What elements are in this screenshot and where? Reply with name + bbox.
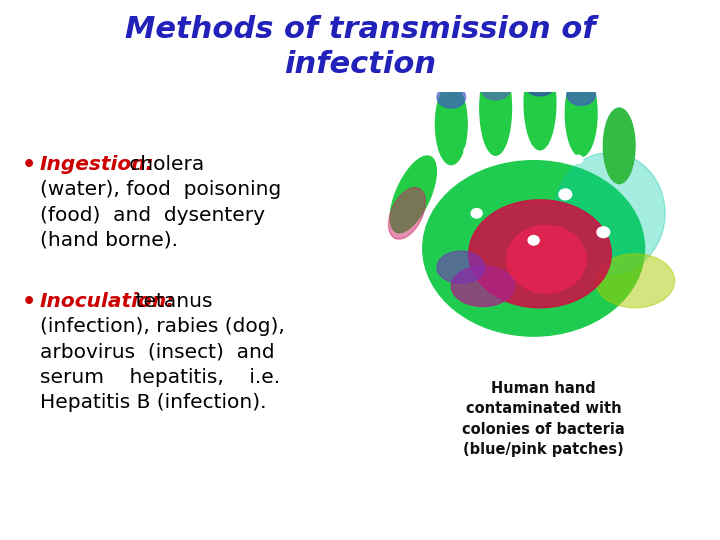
Ellipse shape	[597, 227, 610, 238]
Text: Ingestion:: Ingestion:	[40, 155, 155, 174]
Ellipse shape	[524, 56, 556, 150]
Ellipse shape	[480, 60, 511, 156]
Ellipse shape	[464, 146, 477, 157]
Ellipse shape	[573, 155, 582, 163]
Ellipse shape	[526, 77, 554, 96]
Ellipse shape	[471, 208, 482, 218]
Text: Inoculation:: Inoculation:	[40, 292, 175, 311]
Ellipse shape	[436, 84, 467, 165]
Ellipse shape	[482, 78, 510, 100]
Text: cholera
(water), food  poisoning
(food)  and  dysentery
(hand borne).: cholera (water), food poisoning (food) a…	[40, 155, 282, 250]
Ellipse shape	[554, 152, 665, 274]
Ellipse shape	[565, 70, 597, 157]
Ellipse shape	[389, 187, 426, 239]
Ellipse shape	[390, 156, 436, 233]
Text: Human hand
contaminated with
colonies of bacteria
(blue/pink patches): Human hand contaminated with colonies of…	[462, 381, 625, 457]
Ellipse shape	[469, 200, 611, 308]
Ellipse shape	[559, 189, 572, 200]
Text: Methods of transmission of
infection: Methods of transmission of infection	[125, 15, 595, 79]
Ellipse shape	[595, 254, 675, 308]
Ellipse shape	[437, 251, 485, 284]
Ellipse shape	[509, 136, 520, 145]
Ellipse shape	[437, 86, 466, 108]
Text: •: •	[22, 155, 36, 175]
Ellipse shape	[528, 235, 539, 245]
Ellipse shape	[507, 226, 586, 293]
Text: tetanus
(infection), rabies (dog),
arbovirus  (insect)  and
serum    hepatitis, : tetanus (infection), rabies (dog), arbov…	[40, 292, 285, 412]
Ellipse shape	[567, 84, 595, 105]
Ellipse shape	[423, 160, 644, 336]
Text: •: •	[22, 292, 36, 312]
Ellipse shape	[451, 266, 515, 306]
Ellipse shape	[603, 108, 635, 184]
